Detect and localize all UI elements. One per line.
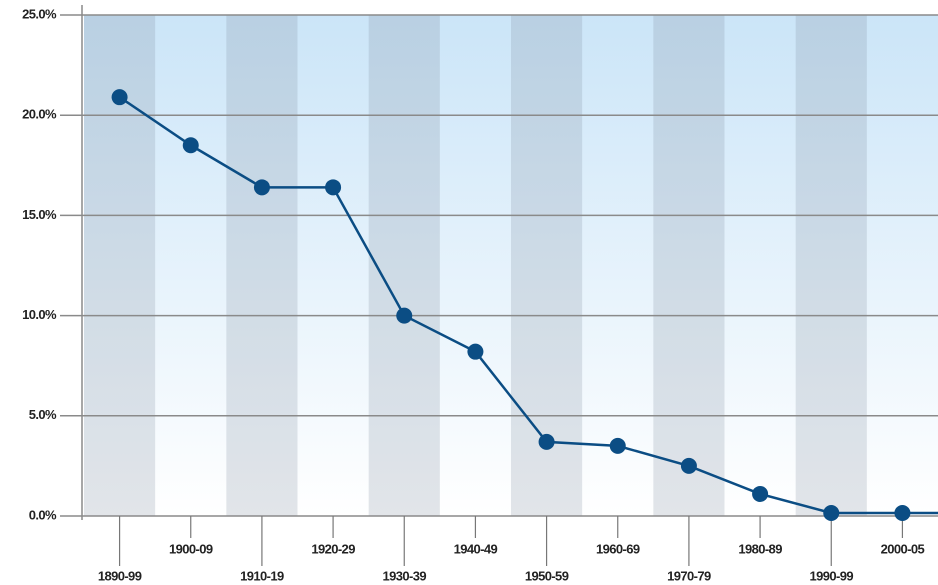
data-point <box>752 485 769 502</box>
x-tick-label: 1950-59 <box>525 568 569 583</box>
data-point <box>325 179 342 196</box>
band-stripe <box>226 15 298 516</box>
x-tick-label: 1930-39 <box>382 568 426 583</box>
x-tick-label: 1960-69 <box>596 541 640 556</box>
y-tick-label: 0.0% <box>29 507 57 522</box>
x-tick-label: 1890-99 <box>98 568 142 583</box>
data-point <box>111 89 128 106</box>
data-point <box>467 343 484 360</box>
data-point <box>823 504 840 521</box>
band-stripe <box>511 15 583 516</box>
band-stripe <box>368 15 440 516</box>
y-tick-label: 5.0% <box>29 407 57 422</box>
x-tick-label: 1900-09 <box>169 541 213 556</box>
y-tick-label: 20.0% <box>22 107 57 122</box>
data-point <box>894 504 911 521</box>
x-tick-label: 2000-05 <box>881 541 925 556</box>
band-stripe <box>653 15 725 516</box>
x-tick-label: 1940-49 <box>454 541 498 556</box>
x-tick-label: 1970-79 <box>667 568 711 583</box>
y-tick-label: 25.0% <box>22 6 57 21</box>
data-point <box>253 179 270 196</box>
band-stripe <box>795 15 867 516</box>
y-tick-label: 10.0% <box>22 307 57 322</box>
series-line <box>118 96 903 515</box>
data-point <box>609 437 626 454</box>
data-point <box>538 433 555 450</box>
data-point <box>680 457 697 474</box>
x-tick-label: 1910-19 <box>240 568 284 583</box>
data-point <box>182 137 199 154</box>
plot-background <box>84 15 938 516</box>
data-point <box>396 307 413 324</box>
x-tick-label: 1990-99 <box>809 568 853 583</box>
x-tick-label: 1980-89 <box>738 541 782 556</box>
x-tick-label: 1920-29 <box>311 541 355 556</box>
y-tick-label: 15.0% <box>22 207 57 222</box>
